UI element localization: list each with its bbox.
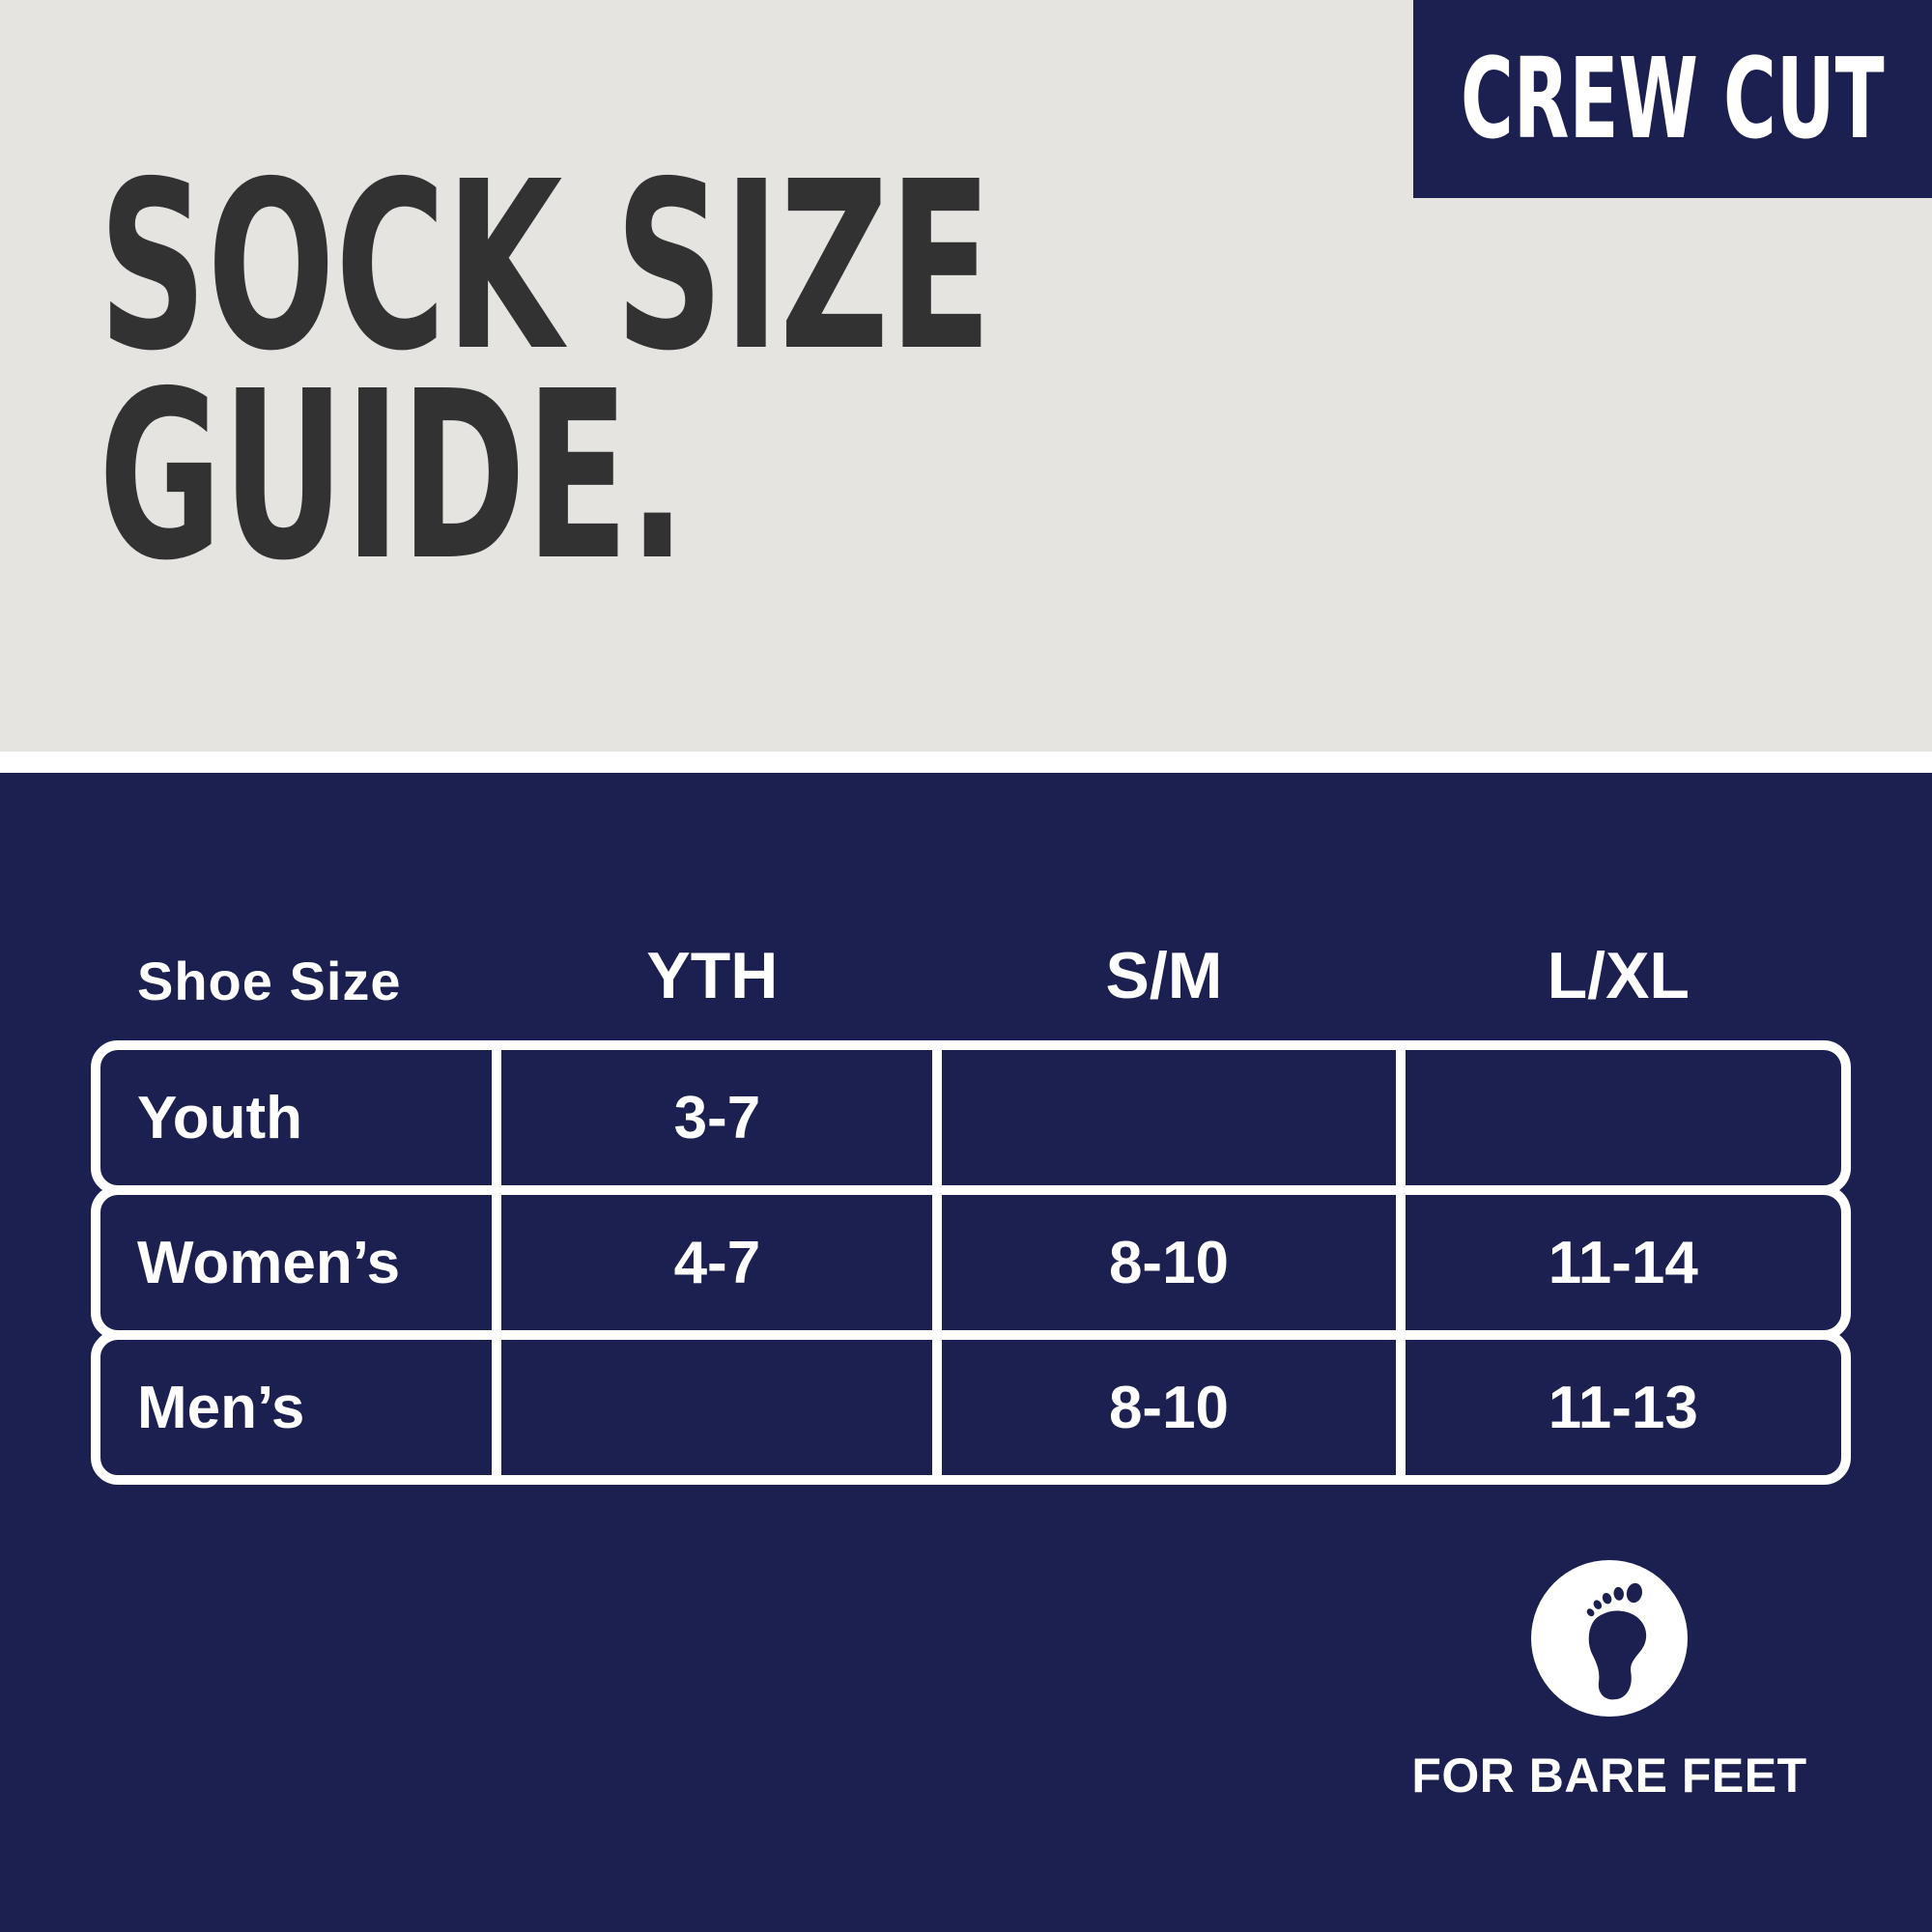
mens-yth-value [492, 1340, 932, 1475]
row-label-youth: Youth [137, 1084, 303, 1151]
row-label-mens: Men’s [137, 1374, 305, 1441]
table-row-womens: Women’s 4-7 8-10 11-14 [91, 1185, 1851, 1340]
top-section: CREW CUT SOCK SIZE GUIDE. [0, 0, 1932, 752]
womens-sm-value: 8-10 [932, 1195, 1395, 1330]
womens-yth-value: 4-7 [492, 1195, 932, 1330]
column-header-yth: YTH [646, 939, 779, 1012]
brand-logo: FOR BARE FEET [1368, 1560, 1851, 1804]
crew-cut-badge: CREW CUT [1413, 0, 1932, 198]
womens-lxl-value: 11-14 [1395, 1195, 1841, 1330]
youth-sm-value [932, 1050, 1395, 1185]
page-title-line-1: SOCK SIZE [99, 131, 992, 402]
size-table-header: Shoe Size YTH S/M L/XL [91, 925, 1851, 1012]
crew-cut-badge-label: CREW CUT [1461, 34, 1885, 164]
page-title-line-2: GUIDE. [99, 341, 687, 611]
column-header-sm: S/M [1105, 939, 1223, 1012]
size-table: Youth 3-7 Women’s 4-7 8-10 11-14 Men’s 8… [91, 1040, 1851, 1485]
table-row-mens: Men’s 8-10 11-13 [91, 1330, 1851, 1485]
youth-lxl-value [1395, 1050, 1841, 1185]
mens-lxl-value: 11-13 [1395, 1340, 1841, 1475]
bottom-section: Shoe Size YTH S/M L/XL Youth 3-7 Women’s… [0, 773, 1932, 1932]
row-label-womens: Women’s [137, 1229, 401, 1296]
page-title: SOCK SIZE GUIDE. [99, 131, 1473, 611]
table-row-youth: Youth 3-7 [91, 1040, 1851, 1195]
youth-yth-value: 3-7 [492, 1050, 932, 1185]
footprint-icon [1531, 1560, 1688, 1717]
mens-sm-value: 8-10 [932, 1340, 1395, 1475]
brand-logo-label: FOR BARE FEET [1411, 1748, 1807, 1803]
column-header-lxl: L/XL [1547, 939, 1690, 1012]
column-header-shoe-size: Shoe Size [137, 951, 402, 1011]
